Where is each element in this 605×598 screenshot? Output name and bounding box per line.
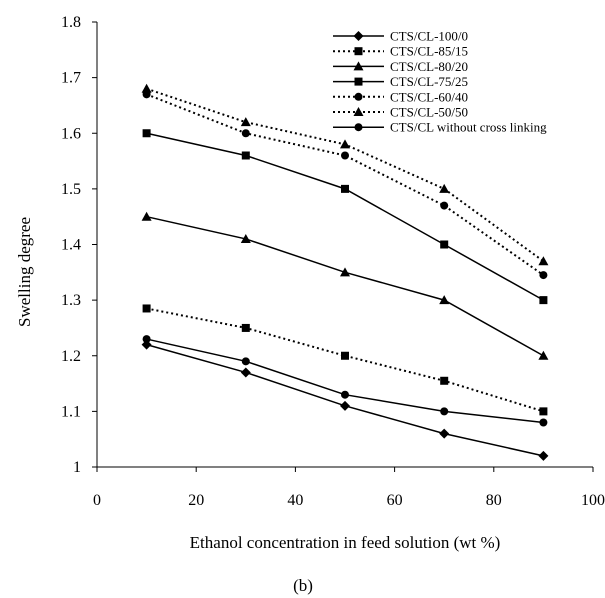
y-tick-label: 1.5 [61, 181, 81, 198]
series-2 [142, 304, 548, 416]
series-layer [141, 83, 549, 461]
y-tick-label: 1.1 [61, 403, 81, 420]
data-point [538, 350, 549, 360]
series-6 [141, 83, 549, 266]
x-tick-label: 60 [387, 492, 403, 509]
legend-marker [354, 47, 363, 56]
data-point [440, 240, 449, 249]
data-point [439, 428, 450, 439]
y-tick-label: 1 [73, 459, 81, 476]
legend-marker [353, 31, 364, 41]
legend-label: CTS/CL-85/15 [390, 44, 468, 59]
data-point [142, 129, 151, 138]
legend-marker [354, 123, 363, 132]
legend-item: CTS/CL without cross linking [333, 120, 547, 135]
data-point [341, 351, 349, 360]
x-axis-title: Ethanol concentration in feed solution (… [190, 533, 501, 552]
data-point [340, 267, 350, 277]
data-point [440, 407, 449, 416]
data-point [241, 323, 250, 332]
data-point [142, 304, 151, 313]
data-point [539, 271, 548, 280]
y-tick-label: 1.2 [61, 348, 81, 365]
legend-item: CTS/CL-100/0 [333, 29, 468, 44]
legend-label: CTS/CL without cross linking [390, 120, 547, 135]
data-point [142, 335, 151, 344]
data-point [539, 418, 548, 427]
data-point [141, 83, 152, 93]
data-point [240, 233, 251, 243]
legend-label: CTS/CL-100/0 [390, 29, 468, 44]
data-point [439, 183, 450, 193]
legend-marker [353, 107, 364, 116]
series-5 [142, 90, 548, 280]
legend-label: CTS/CL-60/40 [390, 89, 468, 104]
legend-item: CTS/CL-60/40 [333, 89, 468, 104]
x-tick-label: 40 [287, 492, 303, 509]
data-point [340, 400, 350, 411]
data-point [340, 139, 350, 149]
legend-item: CTS/CL-50/50 [333, 105, 468, 120]
data-point [341, 184, 349, 193]
series-line [146, 215, 544, 357]
data-point [538, 256, 549, 266]
series-line [146, 307, 544, 413]
data-point [240, 117, 251, 127]
x-tick-label: 80 [486, 492, 502, 509]
series-4 [142, 129, 548, 305]
data-point [341, 151, 349, 160]
data-point [538, 450, 549, 461]
data-point [440, 201, 449, 210]
legend: CTS/CL-100/0CTS/CL-85/15CTS/CL-80/20CTS/… [333, 29, 547, 135]
series-line [146, 93, 544, 276]
axes: 1 1.1 1.2 1.3 1.4 1.5 1.6 1.7 1.8 0 20 40 60 80 100 [61, 14, 605, 509]
x-tick-label: 0 [93, 492, 101, 509]
y-tick-label: 1.8 [61, 14, 81, 31]
legend-marker [354, 92, 363, 101]
legend-item: CTS/CL-75/25 [333, 74, 468, 89]
legend-item: CTS/CL-85/15 [333, 44, 468, 59]
series-line [146, 343, 544, 457]
data-point [241, 357, 250, 366]
y-tick-label: 1.6 [61, 125, 81, 142]
data-point [341, 390, 349, 399]
legend-marker [354, 77, 363, 86]
data-point [240, 367, 251, 378]
legend-label: CTS/CL-50/50 [390, 105, 468, 120]
y-tick-label: 1.7 [61, 70, 81, 87]
legend-label: CTS/CL-75/25 [390, 74, 468, 89]
x-tick-label: 100 [581, 492, 605, 509]
data-point [539, 296, 548, 305]
x-tick-label: 20 [188, 492, 204, 509]
series-3 [141, 211, 549, 360]
legend-label: CTS/CL-80/20 [390, 59, 468, 74]
data-point [141, 211, 152, 221]
series-line [146, 87, 544, 262]
y-tick-label: 1.4 [61, 237, 81, 254]
data-point [440, 376, 449, 385]
data-point [539, 407, 548, 416]
legend-item: CTS/CL-80/20 [333, 59, 468, 74]
y-tick-label: 1.3 [61, 292, 81, 309]
data-point [241, 151, 250, 160]
data-point [439, 295, 450, 305]
series-7 [142, 335, 548, 427]
y-axis-title: Swelling degree [15, 217, 34, 327]
panel-label: (b) [293, 576, 313, 595]
legend-marker [353, 61, 364, 71]
data-point [241, 129, 250, 138]
